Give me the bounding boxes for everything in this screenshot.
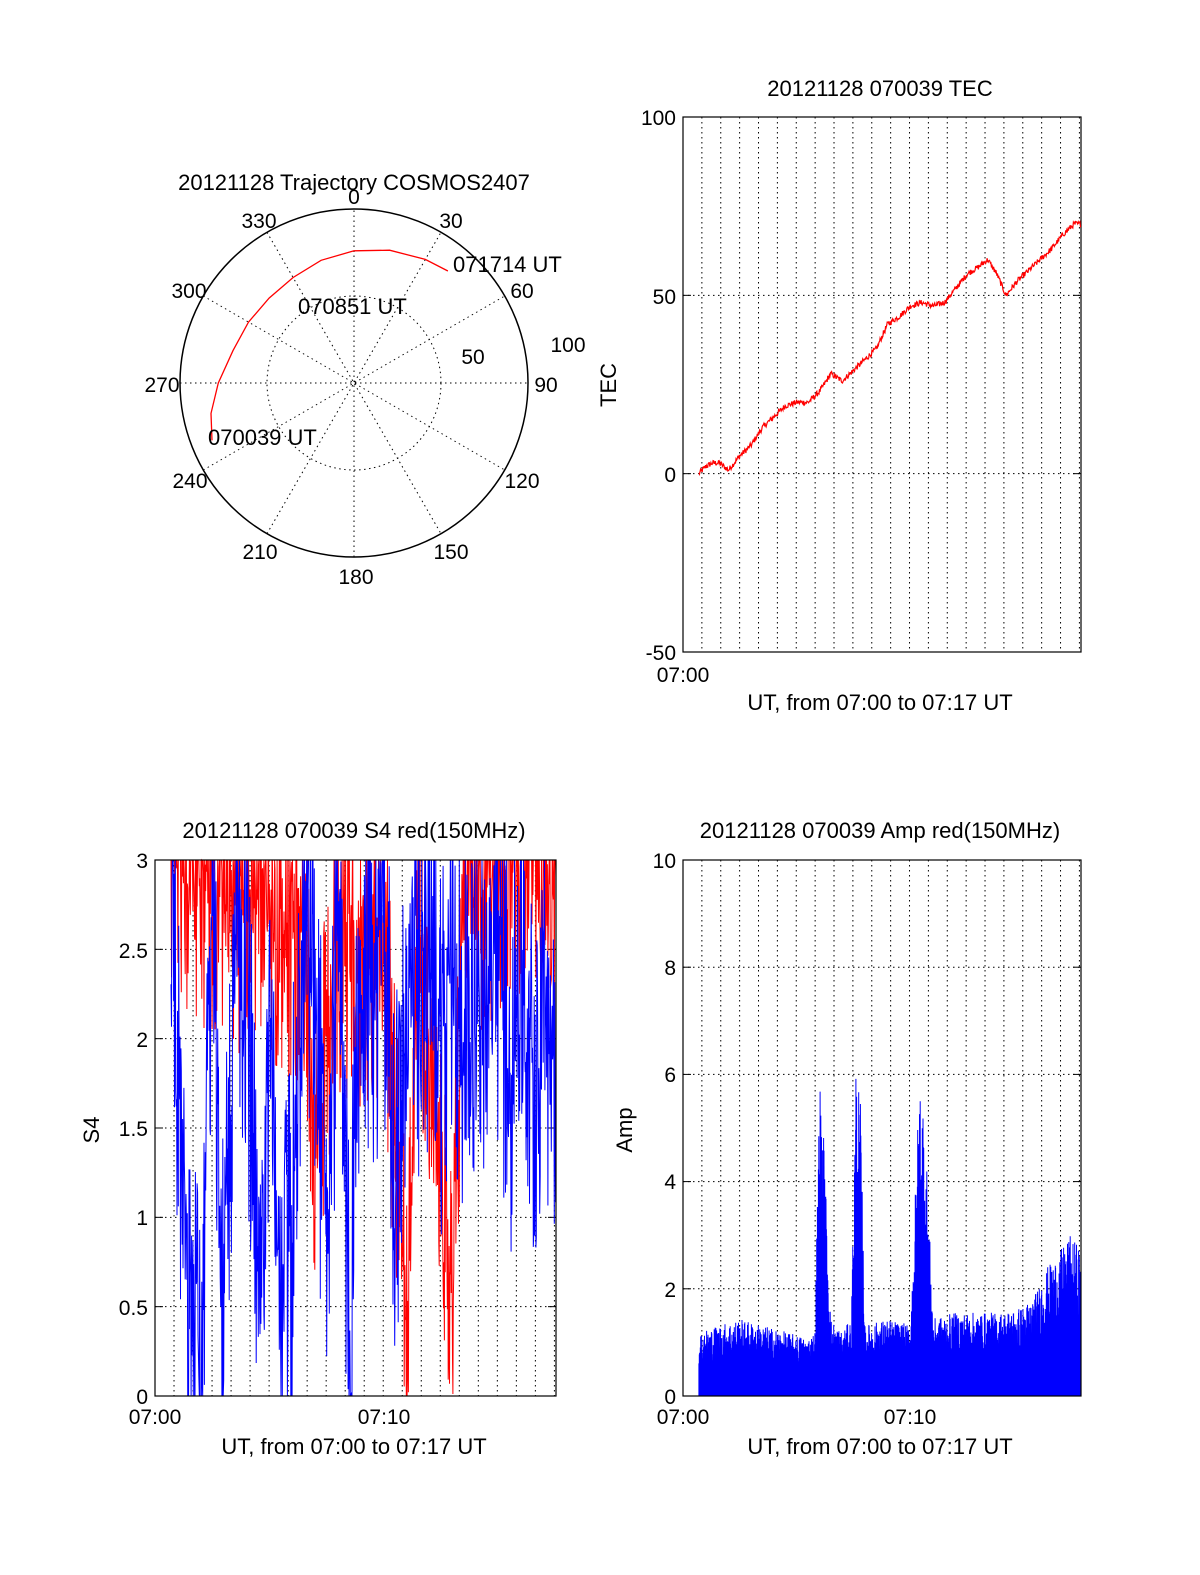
amp-ytick: 6 [664, 1064, 676, 1087]
amp-xtick: 07:00 [657, 1406, 710, 1429]
azimuth-label: 60 [510, 280, 533, 303]
s4-line [170, 858, 557, 1397]
polar-azimuth-labels: 0 30 60 90 120 150 180 210 240 270 300 3… [144, 186, 557, 589]
tec-series [698, 220, 1082, 477]
s4-ytick: 2 [136, 1029, 148, 1052]
azimuth-label: 330 [241, 210, 276, 233]
amp-ylabel: Amp [612, 1107, 637, 1152]
azimuth-label: 270 [144, 374, 179, 397]
polar-spoke [203, 295, 505, 471]
radial-label: 100 [550, 334, 585, 357]
s4-frame [154, 859, 557, 1397]
trajectory-annotation-start: 070039 UT [208, 425, 317, 450]
tec-grid [683, 116, 1081, 653]
s4-xtick: 07:00 [129, 1406, 182, 1429]
azimuth-label: 150 [433, 541, 468, 564]
amp-frame [682, 859, 1082, 1397]
s4-xtick: 07:10 [358, 1406, 411, 1429]
polar-title: 20121128 Trajectory COSMOS2407 [178, 170, 530, 195]
s4-ytick: 1.5 [119, 1118, 148, 1141]
s4-series [170, 858, 557, 1397]
azimuth-label: 30 [439, 210, 462, 233]
s4-ytick: 1 [136, 1207, 148, 1230]
amp-ytick: 8 [664, 957, 676, 980]
s4-title: 20121128 070039 S4 red(150MHz) [182, 818, 525, 843]
azimuth-label: 210 [242, 541, 277, 564]
amp-panel: 20121128 070039 Amp red(150MHz) 10 8 6 4… [612, 818, 1082, 1459]
tec-ytick: 50 [653, 286, 676, 309]
s4-xlabel: UT, from 07:00 to 07:17 UT [221, 1434, 486, 1459]
amp-ytick: 0 [664, 1386, 676, 1409]
tec-title: 20121128 070039 TEC [767, 76, 993, 101]
trajectory-annotation-end: 071714 UT [453, 252, 562, 277]
s4-line [170, 859, 557, 1397]
tec-ytick: -50 [646, 642, 676, 665]
amp-line [698, 1078, 1082, 1397]
amp-title: 20121128 070039 Amp red(150MHz) [700, 818, 1060, 843]
polar-spoke [266, 232, 442, 534]
amp-xlabel: UT, from 07:00 to 07:17 UT [747, 1434, 1012, 1459]
polar-spoke [203, 295, 505, 471]
s4-ytick: 0 [136, 1386, 148, 1409]
s4-ytick: 0.5 [119, 1297, 148, 1320]
trajectory-line [210, 249, 449, 441]
azimuth-label: 120 [504, 470, 539, 493]
s4-ytick: 3 [136, 850, 148, 873]
tec-frame [682, 116, 1082, 653]
tec-xtick: 07:00 [657, 664, 710, 687]
polar-spoke [266, 232, 442, 534]
tec-xlabel: UT, from 07:00 to 07:17 UT [747, 690, 1012, 715]
tec-ylabel: TEC [596, 363, 621, 407]
azimuth-label: 240 [172, 470, 207, 493]
trajectory-annotation-mid: 070851 UT [298, 294, 407, 319]
azimuth-label: 90 [534, 374, 557, 397]
amp-series [698, 1078, 1082, 1397]
tec-line [698, 220, 1082, 477]
tec-ytick: 0 [664, 464, 676, 487]
azimuth-label: 180 [338, 566, 373, 589]
amp-xtick: 07:10 [884, 1406, 937, 1429]
amp-ytick: 4 [664, 1171, 676, 1194]
tec-panel: 20121128 070039 TEC 100 50 0 -50 07:00 T… [596, 76, 1082, 715]
polar-panel: 20121128 Trajectory COSMOS2407 0 30 60 9… [144, 170, 585, 589]
radial-label: 50 [461, 346, 484, 369]
tec-ytick: 100 [641, 107, 676, 130]
azimuth-label: 300 [171, 280, 206, 303]
amp-ytick: 2 [664, 1279, 676, 1302]
s4-ylabel: S4 [79, 1117, 104, 1144]
polar-spokes [180, 209, 528, 557]
amp-ytick: 10 [653, 850, 676, 873]
s4-ytick: 2.5 [119, 940, 148, 963]
s4-panel: 20121128 070039 S4 red(150MHz) 3 2.5 2 1… [79, 818, 557, 1459]
azimuth-label: 0 [348, 186, 360, 209]
